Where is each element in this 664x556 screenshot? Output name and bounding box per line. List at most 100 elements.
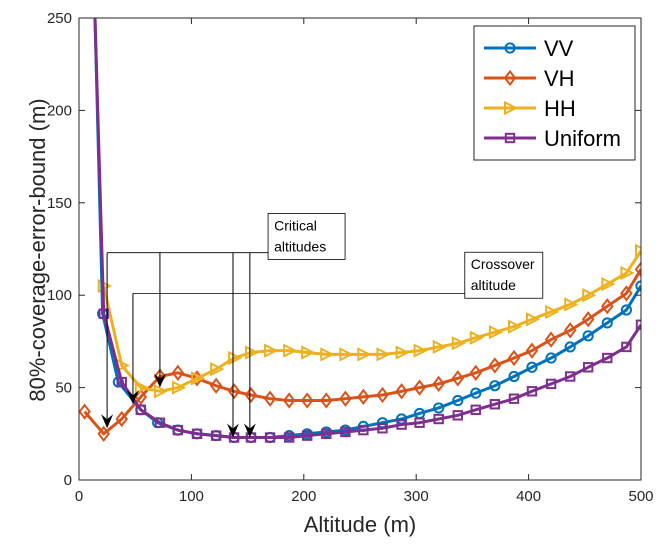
data-point-vh [525, 342, 539, 359]
legend: VV VH HH Uniform [473, 25, 636, 161]
data-point-uniform [191, 428, 203, 440]
data-point-uniform [283, 432, 295, 443]
annotation-critical-altitudes: Critical altitudes [101, 213, 346, 438]
data-point-uniform [489, 399, 501, 410]
axes-layer: 0 100 200 300 400 500 0 50 100 150 200 250 [47, 10, 654, 505]
data-point-uniform [452, 410, 463, 421]
x-tick-label: 400 [516, 488, 541, 505]
data-point-vh [263, 390, 277, 407]
y-tick-label: 0 [64, 472, 72, 489]
data-point-vh [488, 357, 502, 374]
data-point-vh [376, 386, 389, 404]
data-point-hh [283, 343, 298, 358]
legend-label: VH [544, 66, 575, 91]
legend-item-uniform: Uniform [484, 126, 621, 151]
data-point-vh [432, 375, 445, 393]
legend-item-hh: HH [484, 96, 576, 121]
data-point-hh [451, 336, 467, 351]
data-point-uniform [264, 432, 276, 443]
series-uniform [93, 18, 641, 443]
data-point-uniform [508, 393, 520, 404]
data-point-uniform [396, 419, 407, 430]
data-point-hh [264, 343, 279, 358]
data-point-hh [134, 380, 150, 395]
data-point-hh [191, 371, 206, 386]
data-point-uniform [414, 417, 425, 428]
y-tick-label: 50 [55, 380, 72, 397]
data-point-vh [171, 364, 185, 381]
data-point-vh [544, 331, 558, 348]
data-point-uniform [172, 424, 184, 436]
data-point-vh [581, 311, 595, 328]
data-point-hh [376, 347, 391, 362]
data-point-uniform [98, 308, 109, 319]
data-point-vh [115, 410, 128, 428]
data-point-uniform [321, 428, 332, 440]
annotation-box [464, 251, 544, 299]
data-point-vh [339, 390, 352, 407]
annotation-crossover-altitude: Crossover altitude [126, 251, 544, 405]
data-point-vv [564, 341, 576, 353]
data-point-uniform [545, 378, 557, 390]
legend-marker [504, 42, 516, 54]
data-point-uniform [564, 371, 576, 382]
legend-label: VV [544, 36, 574, 61]
data-point-hh [582, 288, 597, 303]
y-tick-label: 100 [47, 287, 72, 304]
data-point-vv [582, 330, 594, 342]
data-point-vh [395, 383, 408, 400]
data-point-vh [507, 349, 521, 367]
data-point-hh [620, 265, 635, 281]
data-point-vh [134, 388, 148, 405]
annotation-text: Critical [274, 217, 317, 233]
data-point-vv [489, 380, 501, 392]
data-point-vh [563, 322, 577, 339]
data-point-vh [413, 379, 426, 396]
data-point-vh [79, 403, 91, 420]
data-point-vh [282, 392, 296, 409]
data-point-vv [452, 394, 464, 407]
y-tick-label: 200 [47, 102, 72, 119]
data-point-hh [153, 384, 169, 399]
annotation-arrowhead [101, 414, 114, 429]
data-point-vh [300, 392, 314, 409]
data-point-vh [601, 298, 614, 315]
x-tick-label: 0 [75, 488, 83, 505]
data-point-vh [244, 386, 258, 404]
legend-label: HH [544, 96, 576, 121]
data-point-uniform [470, 404, 481, 415]
data-point-vv [601, 317, 613, 329]
data-point-uniform [154, 417, 166, 428]
legend-item-vv: VV [484, 36, 574, 61]
data-point-uniform [526, 386, 538, 397]
data-point-hh [564, 297, 579, 312]
legend-item-vh: VH [484, 66, 575, 91]
x-axis-title: Altitude (m) [304, 512, 416, 537]
annotation-text: altitudes [274, 238, 326, 254]
data-point-vv [526, 361, 538, 373]
data-point-uniform [582, 362, 594, 373]
data-point-hh [301, 345, 316, 360]
legend-marker [504, 100, 519, 116]
data-point-hh [171, 380, 187, 395]
data-point-vh [209, 377, 223, 394]
series-vh [79, 261, 641, 442]
annotation-text: Crossover [471, 256, 535, 272]
data-point-vh [320, 392, 333, 409]
data-point-hh [228, 350, 243, 366]
data-point-vv [470, 387, 482, 399]
data-point-hh [601, 276, 616, 292]
annotation-layer: Critical altitudes Crossover altitude [101, 213, 544, 438]
data-point-uniform [135, 404, 147, 415]
data-point-hh [210, 362, 225, 377]
data-point-vv [508, 370, 520, 383]
legend-label: Uniform [544, 126, 621, 151]
data-point-uniform [602, 352, 613, 364]
data-point-hh [413, 343, 428, 358]
x-tick-label: 500 [628, 488, 653, 505]
data-point-uniform [340, 426, 351, 438]
data-point-uniform [377, 423, 388, 434]
y-tick-label: 250 [47, 10, 72, 27]
x-tick-label: 300 [404, 488, 429, 505]
